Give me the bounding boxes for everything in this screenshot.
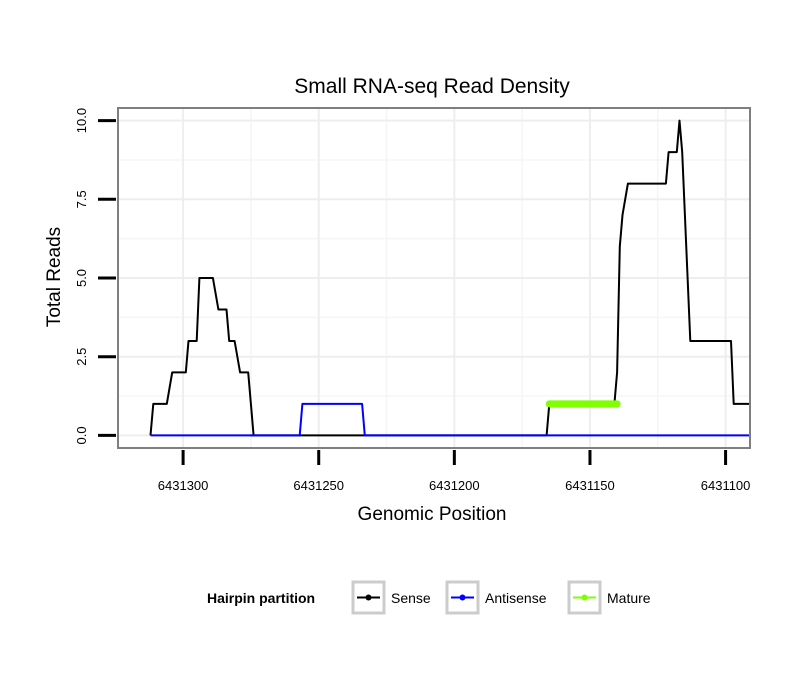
legend-key-point: [365, 594, 372, 601]
x-axis-title: Genomic Position: [358, 504, 507, 525]
y-axis: 0.0 2.5 5.0 7.5 10.0: [74, 108, 116, 444]
legend-key-point: [459, 594, 466, 601]
y-tick-label: 2.5: [74, 348, 89, 366]
y-tick-label: 5.0: [74, 269, 89, 287]
x-tick-label: 6431300: [158, 478, 209, 493]
legend-label-mature: Mature: [607, 590, 651, 606]
x-tick-label: 6431150: [565, 478, 615, 493]
series-line-antisense: [150, 402, 750, 437]
legend-entries: Sense Antisense Mature: [351, 580, 651, 615]
series-layer: [149, 119, 750, 437]
legend-label-sense: Sense: [391, 590, 431, 606]
plot-panel-border: [117, 107, 751, 449]
y-tick-label: 7.5: [74, 190, 89, 208]
y-tick-label: 10.0: [74, 108, 89, 133]
x-tick-label: 6431100: [701, 478, 751, 493]
legend-key-point: [581, 594, 588, 601]
y-tick-label: 0.0: [74, 426, 89, 444]
y-axis-title: Total Reads: [44, 227, 65, 327]
legend-title: Hairpin partition: [207, 590, 315, 606]
legend-entry-mature: Mature: [567, 580, 651, 615]
x-axis: 6431300 6431250 6431200 6431150 6431100: [158, 450, 751, 493]
legend-label-antisense: Antisense: [485, 590, 547, 606]
chart-title: Small RNA-seq Read Density: [294, 75, 570, 98]
x-tick-label: 6431200: [429, 478, 480, 493]
x-tick-label: 6431250: [293, 478, 344, 493]
legend-entry-sense: Sense: [351, 580, 431, 615]
legend: Hairpin partition Sense Antisense Mature: [207, 580, 651, 615]
legend-entry-antisense: Antisense: [445, 580, 547, 615]
